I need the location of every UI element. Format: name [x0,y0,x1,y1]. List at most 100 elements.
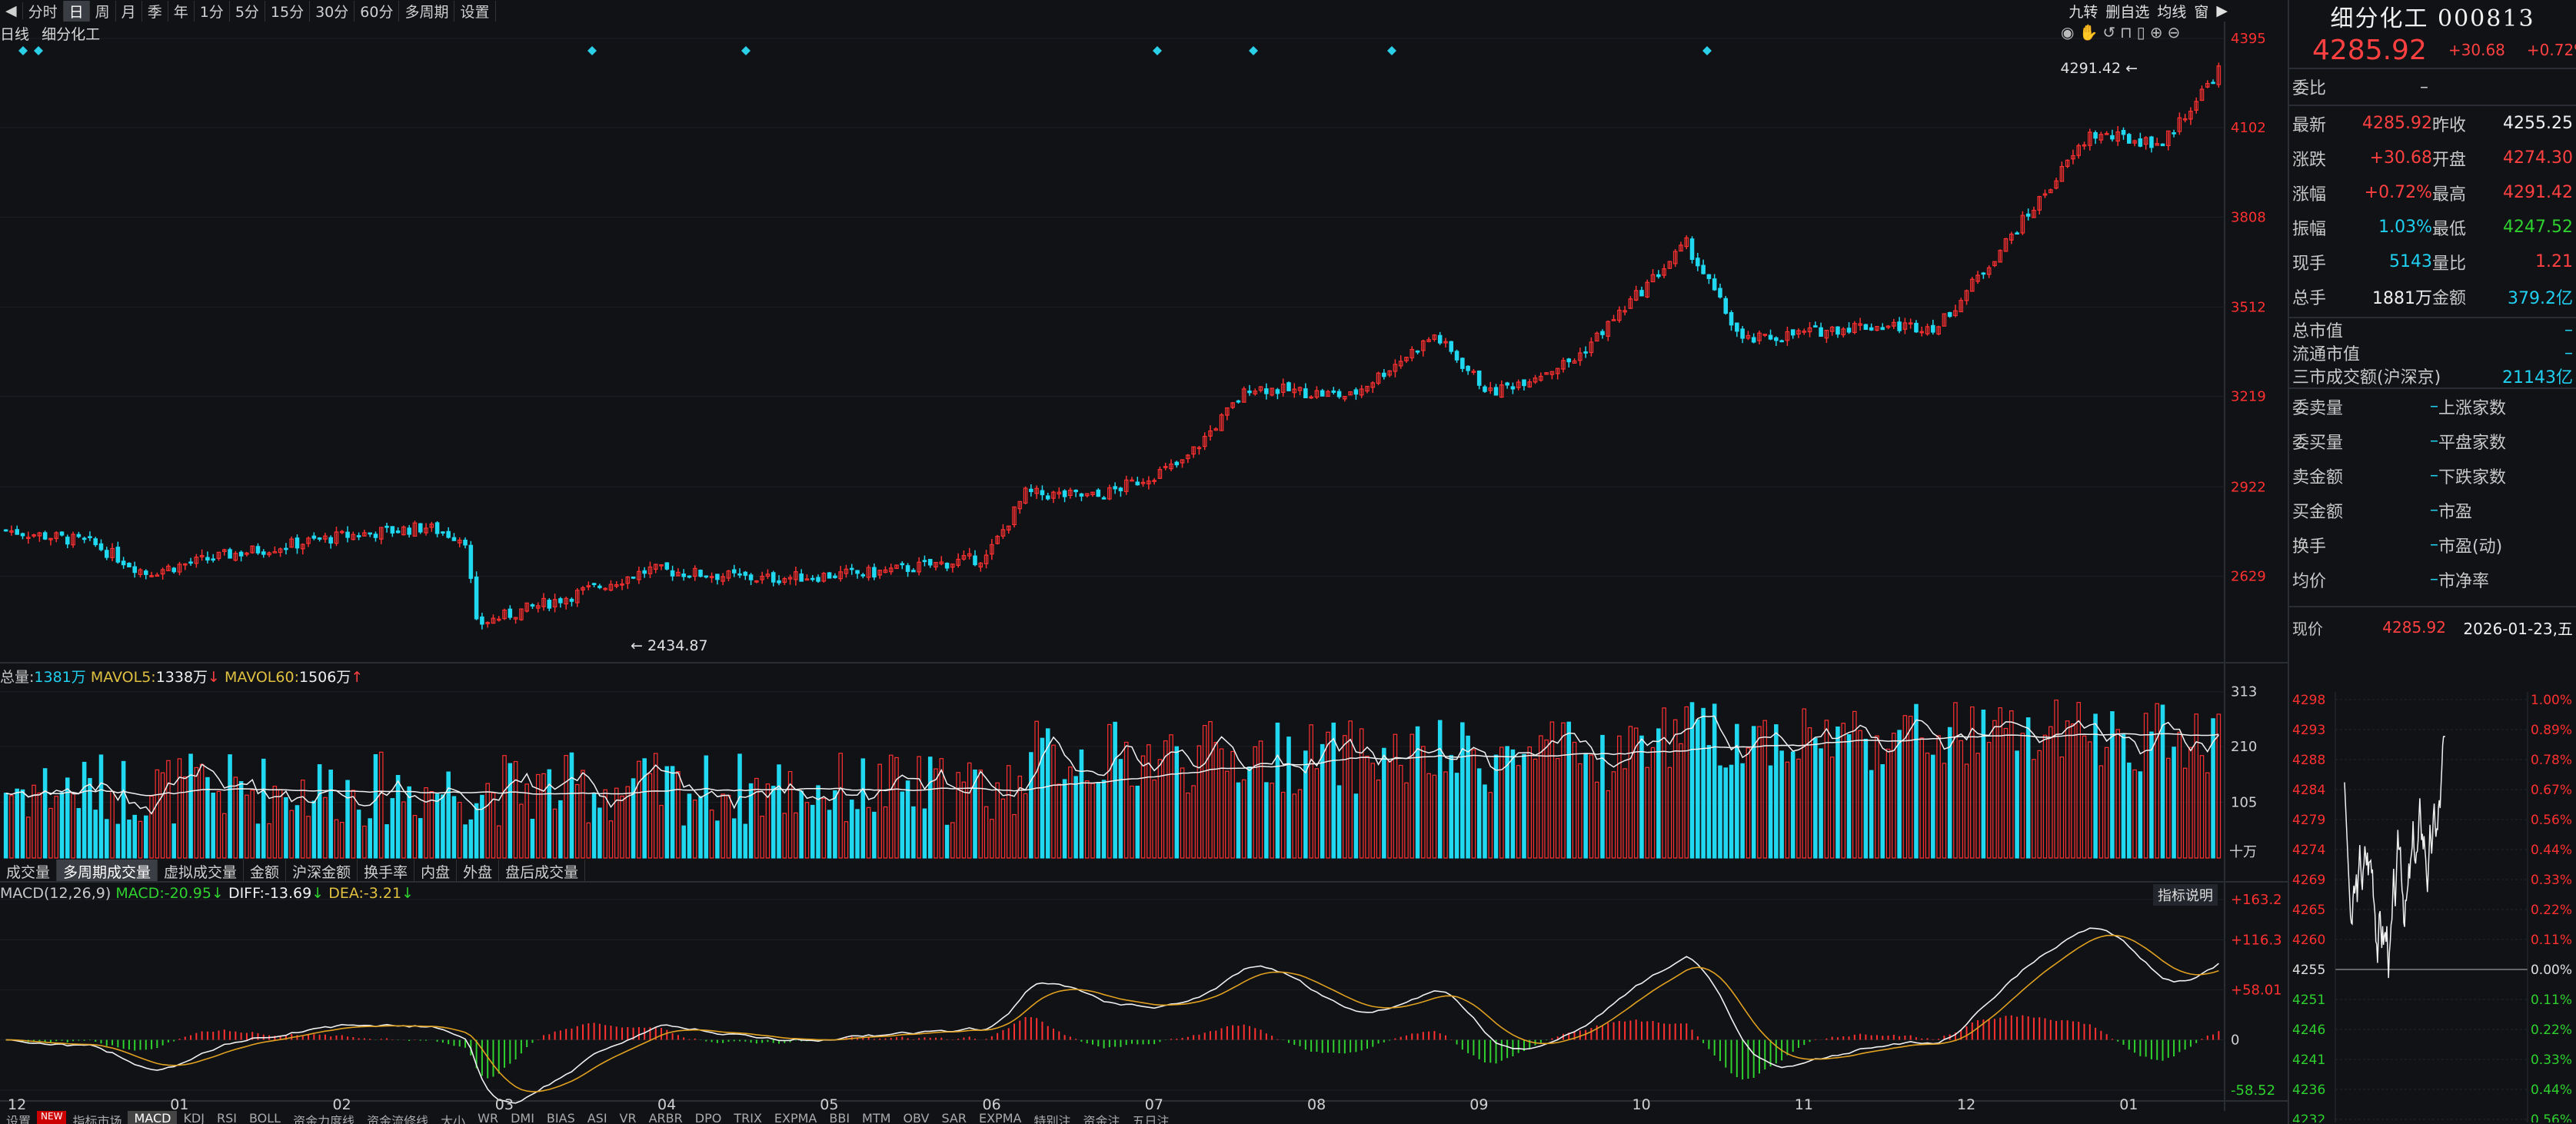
eye-icon[interactable]: ◉ [2061,23,2079,42]
prev-arrow-icon[interactable]: ◀ [0,2,23,19]
volume-bar [950,822,955,859]
ind-5[interactable]: RSI [216,1111,237,1124]
candle-body [2042,193,2048,196]
ind-18[interactable]: EXPMA [774,1111,817,1124]
tab-7[interactable]: 外盘 [457,860,500,881]
mini-right-label: 0.11% [2531,993,2572,1008]
ind-3[interactable]: MACD [128,1111,178,1124]
tb-item-6[interactable]: 1分 [195,0,230,22]
candle-body [1841,328,1846,336]
macd-axis-label: +58.01 [2231,983,2282,999]
ind-16[interactable]: DPO [694,1111,722,1124]
tb-item-4[interactable]: 季 [142,0,168,22]
ind-24[interactable]: 特别注 [1033,1114,1071,1124]
ind-9[interactable]: 大小 [441,1114,466,1124]
trash-icon[interactable]: ▯ [2136,23,2150,42]
mini-right-label: 0.67% [2531,783,2572,798]
ind-4[interactable]: KDJ [183,1111,205,1124]
volume-bar [127,820,131,859]
candle-body [1113,486,1117,490]
ind-23[interactable]: EXPMA [978,1111,1022,1124]
tab-3[interactable]: 金额 [244,860,287,881]
ind-14[interactable]: VR [619,1111,637,1124]
tab-2[interactable]: 虚拟成交量 [158,860,245,881]
volume-bar [1751,726,1756,859]
tab-8[interactable]: 盘后成交量 [499,860,586,881]
candle-body [1404,357,1409,361]
ind-12[interactable]: BIAS [546,1111,575,1124]
ind-8[interactable]: 资金流修线 [367,1114,429,1124]
volume-bar [2071,723,2075,859]
ind-15[interactable]: ARBR [648,1111,683,1124]
jiuzhuan-button[interactable]: 九转 [2068,3,2098,21]
volume-bar [149,795,154,859]
ind-26[interactable]: 五日注 [1132,1114,1170,1124]
indicator-help-button[interactable]: 指标说明 [2153,884,2218,906]
tb-item-1[interactable]: 日 [63,0,90,22]
candle-body [272,551,278,554]
tb-item-7[interactable]: 5分 [230,0,265,22]
candle-body [1611,319,1616,321]
q-label2: 最低 [2432,219,2467,239]
candle-body [1919,331,1925,334]
tab-1[interactable]: 多周期成交量 [57,860,158,881]
volume-bar [1679,743,1683,859]
volume-bar [508,763,513,859]
mv-label: 三市成交额(沪深京) [2292,368,2441,387]
candle-body [990,544,994,555]
ind-6[interactable]: BOLL [248,1111,281,1124]
tb-item-8[interactable]: 15分 [265,0,311,22]
tb-item-10[interactable]: 60分 [354,0,400,22]
volume-bar [519,803,524,859]
volume-bar [2110,711,2115,859]
lock-icon[interactable]: ⊓ [2120,23,2137,42]
tb-item-3[interactable]: 月 [116,0,142,22]
event-marker-icon [587,46,597,55]
candle-body [1986,267,1992,275]
candle-body [378,527,384,540]
tb-item-2[interactable]: 周 [90,0,116,22]
zoom-in-icon[interactable]: ⊕ [2149,23,2168,42]
hand-icon[interactable]: ✋ [2078,23,2103,42]
ind-11[interactable]: DMI [511,1111,534,1124]
zoom-out-icon[interactable]: ⊖ [2167,23,2185,42]
q-value2: 4255.25 [2503,114,2573,133]
tab-0[interactable]: 成交量 [0,860,58,881]
tb-item-5[interactable]: 年 [168,0,195,22]
volume-bar [384,824,389,859]
kline-chart[interactable]: 4395 4102 3808 3512 3219 2922 2629 4291.42 ← ← 2… [0,0,2288,1124]
tb-item-11[interactable]: 多周期 [399,0,455,22]
window-button[interactable]: 窗 [2194,3,2209,21]
ind-20[interactable]: MTM [862,1111,891,1124]
ind-2[interactable]: 指标市场 [72,1114,122,1124]
tb-item-0[interactable]: 分时 [23,0,64,22]
ind-10[interactable]: WR [478,1111,499,1124]
candles [3,62,2222,630]
volume-bar [2177,731,2182,859]
volume-bar [1314,768,1320,859]
tb-item-9[interactable]: 30分 [310,0,355,22]
ind-17[interactable]: TRIX [734,1111,762,1124]
volume-bar [306,816,311,859]
volume-bar [1779,750,1784,859]
undo-icon[interactable]: ↺ [2102,23,2121,42]
ma-button[interactable]: 均线 [2157,3,2187,21]
remove-watch-button[interactable]: 删自选 [2105,3,2150,21]
ind-7[interactable]: 资金力度线 [293,1114,355,1124]
tab-4[interactable]: 沪深金额 [286,860,358,881]
ind-22[interactable]: SAR [941,1111,967,1124]
intraday-mini-chart[interactable]: 4298 1.00% 4293 0.89% 4288 0.78% 4284 0.67% 4279… [2289,677,2576,1122]
ind-19[interactable]: BBI [829,1111,850,1124]
candle-body [88,536,92,539]
tab-6[interactable]: 内盘 [414,860,458,881]
candle-body [284,547,288,550]
tab-5[interactable]: 换手率 [358,860,415,881]
ind-13[interactable]: ASI [587,1111,607,1124]
ind-0[interactable]: 设置 [6,1114,32,1124]
next-arrow-icon[interactable]: ▶ [2216,2,2228,19]
ind-21[interactable]: OBV [903,1111,930,1124]
tb-item-12[interactable]: 设置 [454,0,496,22]
month-label: 07 [1145,1096,1163,1113]
ind-25[interactable]: 资金注 [1083,1114,1120,1124]
candle-body [48,537,53,540]
